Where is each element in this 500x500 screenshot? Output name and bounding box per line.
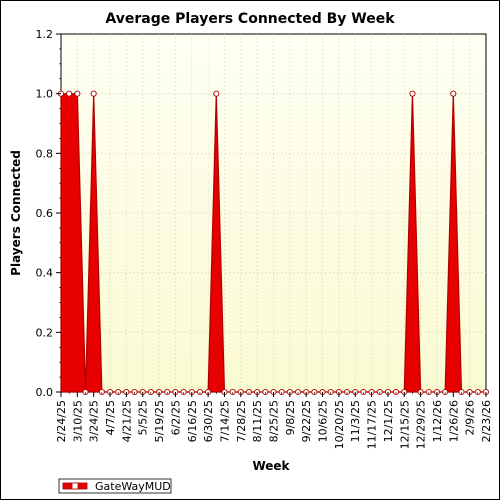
x-tick-label: 6/2/25 bbox=[169, 400, 182, 435]
x-tick-label: 9/8/25 bbox=[284, 400, 297, 435]
x-tick-label: 8/25/25 bbox=[268, 400, 281, 442]
legend: GateWayMUD bbox=[58, 478, 172, 494]
x-tick-label: 1/26/26 bbox=[447, 400, 460, 442]
y-tick-label: 1.2 bbox=[36, 28, 54, 41]
data-point bbox=[66, 90, 73, 97]
x-axis-ticks: 2/24/25 3/10/25 3/24/25 4/7/25 4/21/25 5/5/25… bbox=[55, 392, 493, 449]
y-tick-label: 0.2 bbox=[36, 326, 54, 339]
legend-box bbox=[58, 478, 172, 494]
x-tick-label: 12/29/25 bbox=[415, 400, 428, 449]
y-tick-label: 1.0 bbox=[36, 88, 54, 101]
x-tick-label: 6/16/25 bbox=[186, 400, 199, 442]
y-axis-title: Players Connected bbox=[9, 150, 23, 276]
x-tick-label: 8/11/25 bbox=[251, 400, 264, 442]
x-tick-label: 12/15/25 bbox=[398, 400, 411, 449]
y-tick-label: 0.8 bbox=[36, 147, 54, 160]
x-tick-label: 7/28/25 bbox=[235, 400, 248, 442]
x-axis-title: Week bbox=[252, 459, 290, 473]
x-tick-label: 10/6/25 bbox=[317, 400, 330, 442]
grid-lines bbox=[61, 34, 486, 392]
x-tick-label: 10/20/25 bbox=[333, 400, 346, 449]
x-tick-label: 3/24/25 bbox=[88, 400, 101, 442]
x-tick-label: 12/1/25 bbox=[382, 400, 395, 442]
x-tick-label: 3/10/25 bbox=[71, 400, 84, 442]
y-tick-label: 0.6 bbox=[36, 207, 54, 220]
legend-marker bbox=[71, 482, 79, 490]
x-tick-label: 2/24/25 bbox=[55, 400, 68, 442]
x-tick-label: 4/7/25 bbox=[104, 400, 117, 435]
x-tick-label: 5/5/25 bbox=[137, 400, 150, 435]
x-tick-label: 6/30/25 bbox=[202, 400, 215, 442]
x-tick-label: 11/3/25 bbox=[349, 400, 362, 442]
chart-title: Average Players Connected By Week bbox=[105, 11, 395, 27]
x-tick-label: 1/12/26 bbox=[431, 400, 444, 442]
y-tick-label: 0.0 bbox=[36, 386, 54, 399]
x-tick-label: 2/23/26 bbox=[480, 400, 493, 442]
x-tick-label: 7/14/25 bbox=[218, 400, 231, 442]
data-point bbox=[409, 90, 416, 97]
x-tick-label: 5/19/25 bbox=[153, 400, 166, 442]
data-point bbox=[213, 90, 220, 97]
x-tick-label: 2/9/26 bbox=[464, 400, 477, 435]
y-axis-ticks: 0.0 0.2 0.4 0.6 0.8 1.0 1.2 bbox=[36, 28, 61, 399]
x-tick-label: 11/17/25 bbox=[366, 400, 379, 449]
y-tick-label: 0.4 bbox=[36, 267, 54, 280]
data-point bbox=[74, 90, 81, 97]
x-tick-label: 9/22/25 bbox=[300, 400, 313, 442]
data-point bbox=[450, 90, 457, 97]
legend-label: GateWayMUD bbox=[95, 480, 171, 493]
x-tick-label: 4/21/25 bbox=[120, 400, 133, 442]
data-point bbox=[90, 90, 97, 97]
